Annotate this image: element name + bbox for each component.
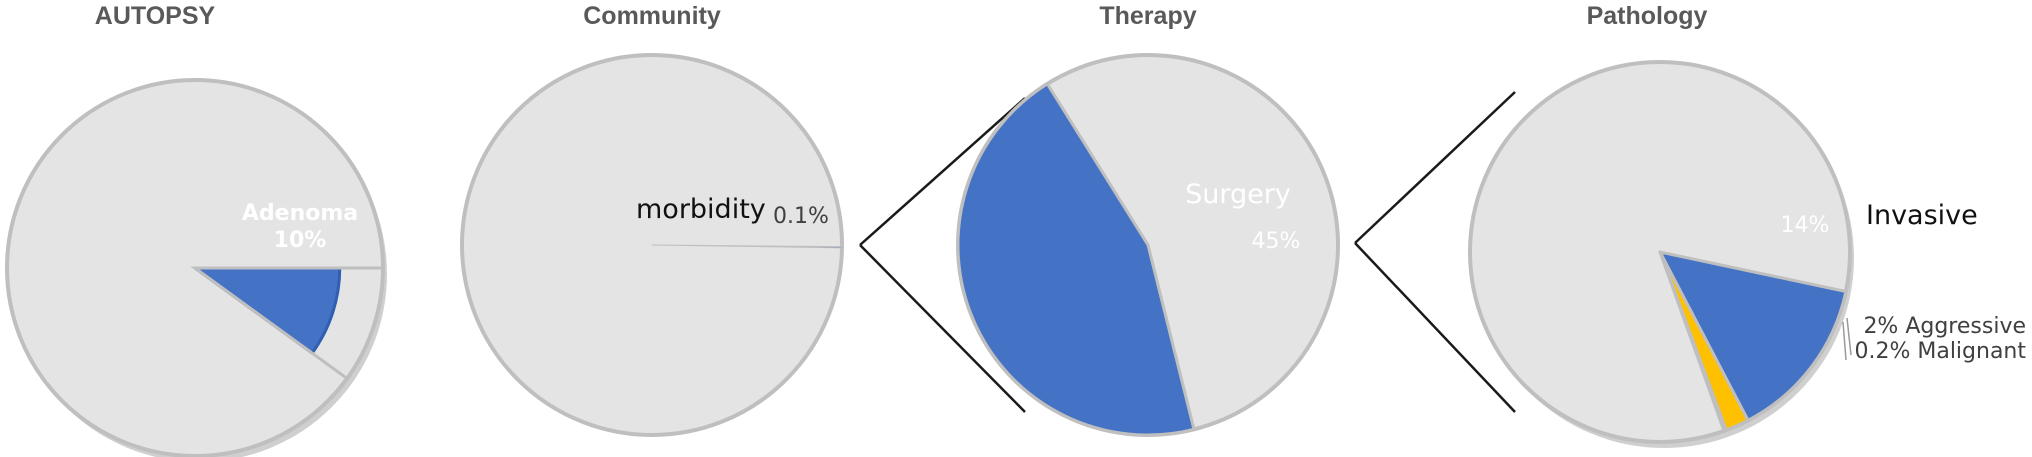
slice-morbidity — [651, 244, 843, 249]
slice-value-invasive: 14% — [1781, 213, 1830, 238]
slice-label-malignant: 0.2% Malignant — [1854, 339, 2026, 364]
slice-malignant — [1658, 250, 1728, 433]
leader-lines — [1842, 317, 1852, 361]
pie-title-pathology: Pathology — [1587, 2, 1708, 30]
leader-aggressive — [1846, 317, 1852, 356]
slice-adenoma — [193, 266, 342, 355]
slice-label-invasive: Invasive — [1866, 200, 1978, 231]
slice-value-adenoma: 10% — [274, 228, 327, 253]
slice-invasive — [1658, 250, 1848, 422]
pie-chart-therapy — [956, 53, 1340, 437]
connector-lower-1 — [859, 244, 1026, 413]
slice-surgery — [956, 82, 1196, 437]
slice-label-morbidity: morbidity — [636, 194, 766, 225]
connector-lower-2 — [1354, 242, 1516, 413]
pie-chart-autopsy — [5, 78, 387, 457]
slice-value-surgery: 45% — [1252, 229, 1301, 254]
pie-chart-community — [460, 53, 844, 437]
slice-label-surgery: Surgery — [1185, 179, 1291, 210]
connector-upper-2 — [1354, 91, 1516, 244]
connector-upper-1 — [859, 97, 1026, 246]
pie-title-autopsy: AUTOPSY — [95, 2, 216, 30]
pie-title-therapy: Therapy — [1099, 2, 1196, 30]
pie-title-community: Community — [583, 2, 721, 30]
slice-label-aggressive: 2% Aggressive — [1863, 314, 2026, 339]
pie-chart-pathology — [1468, 60, 1854, 448]
connector-lines — [859, 91, 1516, 413]
leader-malignant — [1842, 321, 1847, 361]
slice-value-morbidity: 0.1% — [773, 204, 829, 229]
slice-label-adenoma: Adenoma — [242, 201, 358, 226]
slice-adenoma-rim — [190, 266, 385, 381]
